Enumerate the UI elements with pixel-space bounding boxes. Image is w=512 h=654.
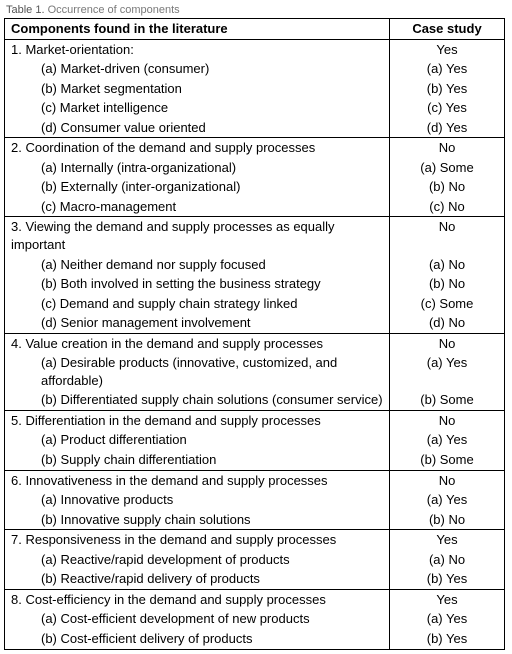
- component-title: 5. Differentiation in the demand and sup…: [5, 410, 390, 430]
- table-row: 6. Innovativeness in the demand and supp…: [5, 470, 505, 490]
- component-sub: (b) Both involved in setting the busines…: [5, 274, 390, 294]
- case-study-value: No: [390, 410, 505, 430]
- component-sub: (a) Reactive/rapid development of produc…: [5, 550, 390, 570]
- table-row: (b) Market segmentation(b) Yes: [5, 79, 505, 99]
- case-study-value: (a) Some: [390, 158, 505, 178]
- table-row: (a) Reactive/rapid development of produc…: [5, 550, 505, 570]
- table-row: (a) Innovative products(a) Yes: [5, 490, 505, 510]
- header-left: Components found in the literature: [5, 19, 390, 40]
- components-table: Components found in the literature Case …: [4, 18, 505, 650]
- component-sub: (b) Externally (inter-organizational): [5, 177, 390, 197]
- component-sub: (a) Product differentiation: [5, 430, 390, 450]
- case-study-value: (a) No: [390, 550, 505, 570]
- table-row: 7. Responsiveness in the demand and supp…: [5, 530, 505, 550]
- case-study-value: (b) Yes: [390, 79, 505, 99]
- component-sub: (b) Innovative supply chain solutions: [5, 510, 390, 530]
- table-row: (c) Demand and supply chain strategy lin…: [5, 294, 505, 314]
- case-study-value: (a) Yes: [390, 430, 505, 450]
- case-study-value: Yes: [390, 530, 505, 550]
- table-row: 5. Differentiation in the demand and sup…: [5, 410, 505, 430]
- case-study-value: (a) Yes: [390, 609, 505, 629]
- component-title: 2. Coordination of the demand and supply…: [5, 138, 390, 158]
- table-row: 1. Market-orientation:Yes: [5, 39, 505, 59]
- component-sub: (a) Desirable products (innovative, cust…: [5, 353, 390, 390]
- table-row: (b) Innovative supply chain solutions(b)…: [5, 510, 505, 530]
- component-title: 3. Viewing the demand and supply process…: [5, 217, 390, 255]
- case-study-value: (a) Yes: [390, 353, 505, 390]
- table-row: (a) Cost-efficient development of new pr…: [5, 609, 505, 629]
- case-study-value: No: [390, 217, 505, 255]
- case-study-value: (a) Yes: [390, 490, 505, 510]
- component-sub: (b) Market segmentation: [5, 79, 390, 99]
- component-sub: (d) Senior management involvement: [5, 313, 390, 333]
- table-row: (b) Cost-efficient delivery of products(…: [5, 629, 505, 649]
- case-study-value: (b) Some: [390, 390, 505, 410]
- component-sub: (b) Cost-efficient delivery of products: [5, 629, 390, 649]
- table-row: (a) Product differentiation(a) Yes: [5, 430, 505, 450]
- component-sub: (c) Demand and supply chain strategy lin…: [5, 294, 390, 314]
- component-sub: (c) Macro-management: [5, 197, 390, 217]
- table-row: 4. Value creation in the demand and supp…: [5, 333, 505, 353]
- table-row: (b) Differentiated supply chain solution…: [5, 390, 505, 410]
- case-study-value: (b) Yes: [390, 629, 505, 649]
- case-study-value: (b) No: [390, 177, 505, 197]
- component-sub: (a) Internally (intra-organizational): [5, 158, 390, 178]
- case-study-value: Yes: [390, 39, 505, 59]
- case-study-value: No: [390, 333, 505, 353]
- case-study-value: No: [390, 470, 505, 490]
- component-title: 1. Market-orientation:: [5, 39, 390, 59]
- header-right: Case study: [390, 19, 505, 40]
- case-study-value: (b) Yes: [390, 569, 505, 589]
- table-row: 8. Cost-efficiency in the demand and sup…: [5, 589, 505, 609]
- component-sub: (a) Cost-efficient development of new pr…: [5, 609, 390, 629]
- table-row: 3. Viewing the demand and supply process…: [5, 217, 505, 255]
- case-study-value: (b) No: [390, 274, 505, 294]
- table-caption: Table 1. Occurrence of components: [6, 4, 508, 16]
- component-sub: (b) Supply chain differentiation: [5, 450, 390, 470]
- table-row: (b) Both involved in setting the busines…: [5, 274, 505, 294]
- case-study-value: (c) Yes: [390, 98, 505, 118]
- table-row: (a) Internally (intra-organizational)(a)…: [5, 158, 505, 178]
- table-row: (d) Consumer value oriented(d) Yes: [5, 118, 505, 138]
- case-study-value: Yes: [390, 589, 505, 609]
- table-row: (a) Desirable products (innovative, cust…: [5, 353, 505, 390]
- component-sub: (b) Differentiated supply chain solution…: [5, 390, 390, 410]
- table-row: 2. Coordination of the demand and supply…: [5, 138, 505, 158]
- case-study-value: (c) Some: [390, 294, 505, 314]
- table-row: (b) Reactive/rapid delivery of products(…: [5, 569, 505, 589]
- case-study-value: (a) No: [390, 255, 505, 275]
- component-sub: (b) Reactive/rapid delivery of products: [5, 569, 390, 589]
- component-sub: (a) Market-driven (consumer): [5, 59, 390, 79]
- component-title: 8. Cost-efficiency in the demand and sup…: [5, 589, 390, 609]
- component-title: 4. Value creation in the demand and supp…: [5, 333, 390, 353]
- caption-label: Table 1.: [6, 4, 45, 16]
- case-study-value: (b) No: [390, 510, 505, 530]
- case-study-value: (d) Yes: [390, 118, 505, 138]
- table-row: (a) Neither demand nor supply focused(a)…: [5, 255, 505, 275]
- component-sub: (a) Innovative products: [5, 490, 390, 510]
- table-row: (b) Supply chain differentiation(b) Some: [5, 450, 505, 470]
- table-header-row: Components found in the literature Case …: [5, 19, 505, 40]
- case-study-value: (b) Some: [390, 450, 505, 470]
- case-study-value: (d) No: [390, 313, 505, 333]
- component-sub: (c) Market intelligence: [5, 98, 390, 118]
- component-sub: (a) Neither demand nor supply focused: [5, 255, 390, 275]
- caption-text: Occurrence of components: [48, 4, 180, 16]
- table-row: (c) Macro-management(c) No: [5, 197, 505, 217]
- table-row: (b) Externally (inter-organizational)(b)…: [5, 177, 505, 197]
- component-sub: (d) Consumer value oriented: [5, 118, 390, 138]
- case-study-value: No: [390, 138, 505, 158]
- table-row: (c) Market intelligence(c) Yes: [5, 98, 505, 118]
- component-title: 6. Innovativeness in the demand and supp…: [5, 470, 390, 490]
- table-row: (a) Market-driven (consumer)(a) Yes: [5, 59, 505, 79]
- case-study-value: (c) No: [390, 197, 505, 217]
- table-row: (d) Senior management involvement(d) No: [5, 313, 505, 333]
- component-title: 7. Responsiveness in the demand and supp…: [5, 530, 390, 550]
- case-study-value: (a) Yes: [390, 59, 505, 79]
